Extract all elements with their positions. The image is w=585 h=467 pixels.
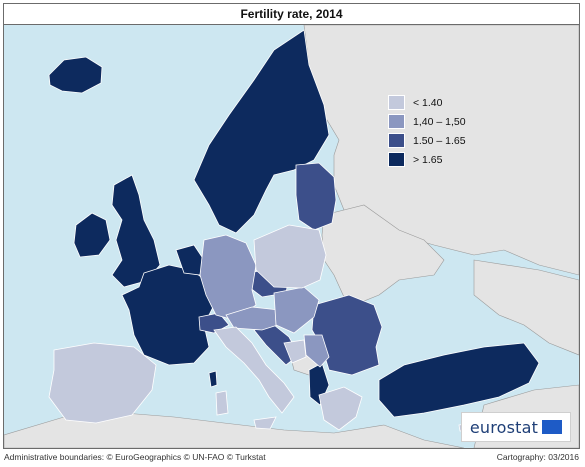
region-scandinavia (193, 29, 330, 234)
region-turkey (378, 342, 540, 418)
region-bosnia (283, 339, 307, 364)
region-ireland (73, 212, 111, 258)
region-caucasus (473, 259, 580, 356)
legend-item: 1,40 – 1,50 (388, 112, 466, 131)
attribution-text: Administrative boundaries: © EuroGeograp… (4, 452, 266, 462)
map-title: Fertility rate, 2014 (4, 4, 579, 25)
legend-label: 1.50 – 1.65 (413, 134, 466, 147)
legend-item: < 1.40 (388, 93, 466, 112)
cartography-date: Cartography: 03/2016 (496, 452, 579, 462)
region-uk (111, 174, 161, 288)
europe-map (3, 24, 580, 449)
legend-item: 1.50 – 1.65 (388, 131, 466, 150)
eu-flag-icon (542, 420, 563, 434)
region-iberia (48, 342, 157, 424)
map-canvas: < 1.40 1,40 – 1,50 1.50 – 1.65 > 1.65 eu… (3, 24, 580, 449)
region-italy (213, 326, 295, 414)
legend-swatch (388, 152, 405, 167)
region-sardinia (215, 390, 229, 416)
region-baltics (295, 162, 337, 231)
legend: < 1.40 1,40 – 1,50 1.50 – 1.65 > 1.65 (388, 93, 466, 169)
legend-label: 1,40 – 1,50 (413, 115, 466, 128)
legend-item: > 1.65 (388, 150, 466, 169)
logo-text: eurostat (469, 417, 539, 437)
region-poland (253, 224, 327, 289)
footer: Administrative boundaries: © EuroGeograp… (4, 452, 579, 462)
region-greece (318, 386, 363, 431)
region-sicily (253, 416, 277, 430)
legend-swatch (388, 95, 405, 110)
legend-label: > 1.65 (413, 153, 443, 166)
legend-swatch (388, 133, 405, 148)
legend-label: < 1.40 (413, 96, 443, 109)
map-frame: Fertility rate, 2014 (3, 3, 580, 449)
legend-swatch (388, 114, 405, 129)
eurostat-logo: eurostat (461, 412, 571, 442)
region-iceland (48, 56, 103, 94)
region-corsica (208, 370, 218, 388)
region-belarus-ukraine (321, 204, 445, 304)
